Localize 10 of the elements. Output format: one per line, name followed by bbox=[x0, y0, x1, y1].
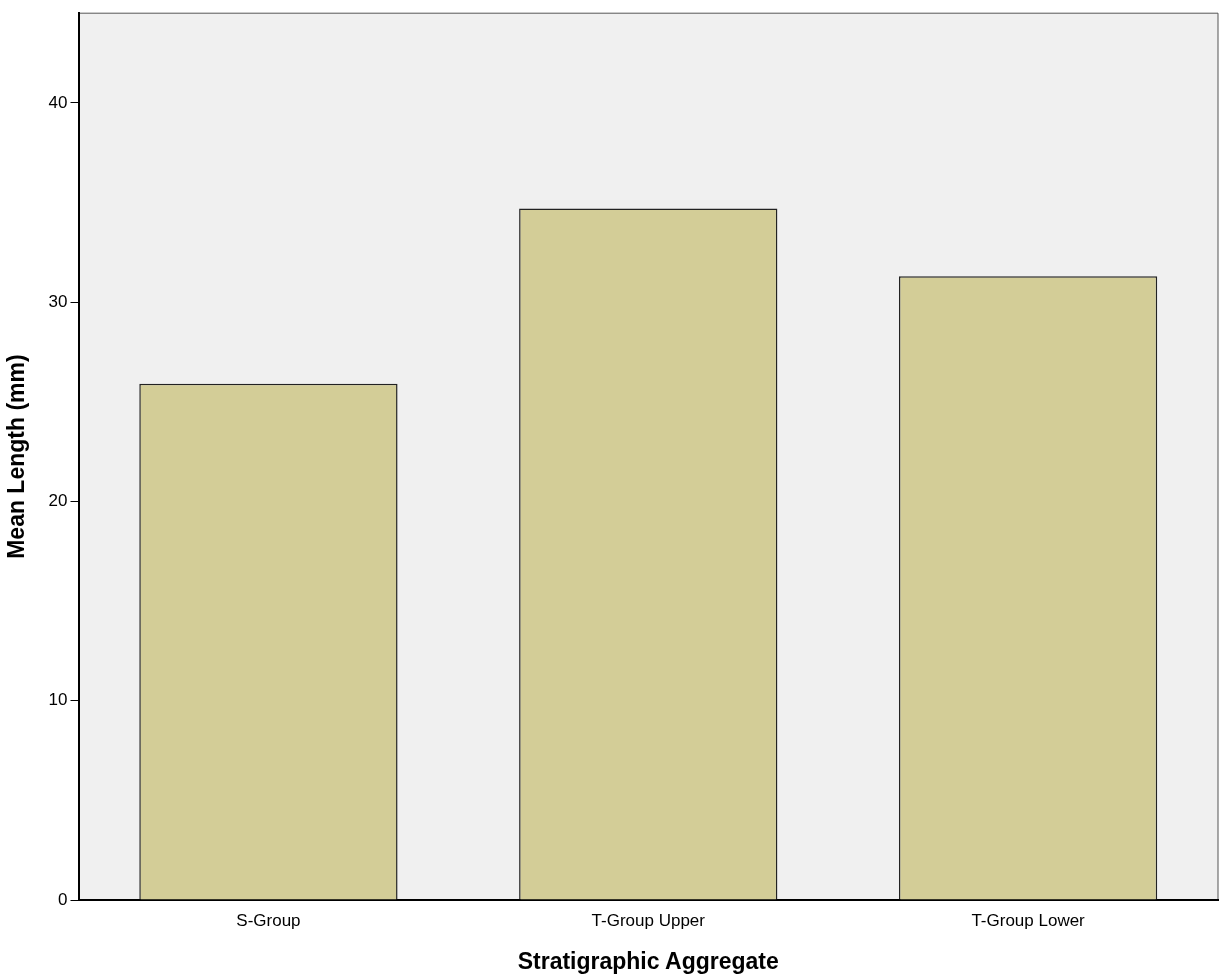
x-tick-label: T-Group Lower bbox=[971, 910, 1086, 930]
x-axis-title: Stratigraphic Aggregate bbox=[517, 947, 779, 974]
y-tick-label: 0 bbox=[58, 889, 68, 909]
y-tick-label: 40 bbox=[48, 92, 68, 112]
y-tick-label: 10 bbox=[48, 690, 68, 710]
y-tick-label: 30 bbox=[48, 291, 68, 311]
x-tick-label: T-Group Upper bbox=[591, 910, 706, 930]
y-tick-label: 20 bbox=[48, 491, 68, 511]
y-axis-title: Mean Length (mm) bbox=[3, 354, 30, 559]
x-tick-label: S-Group bbox=[236, 910, 301, 930]
